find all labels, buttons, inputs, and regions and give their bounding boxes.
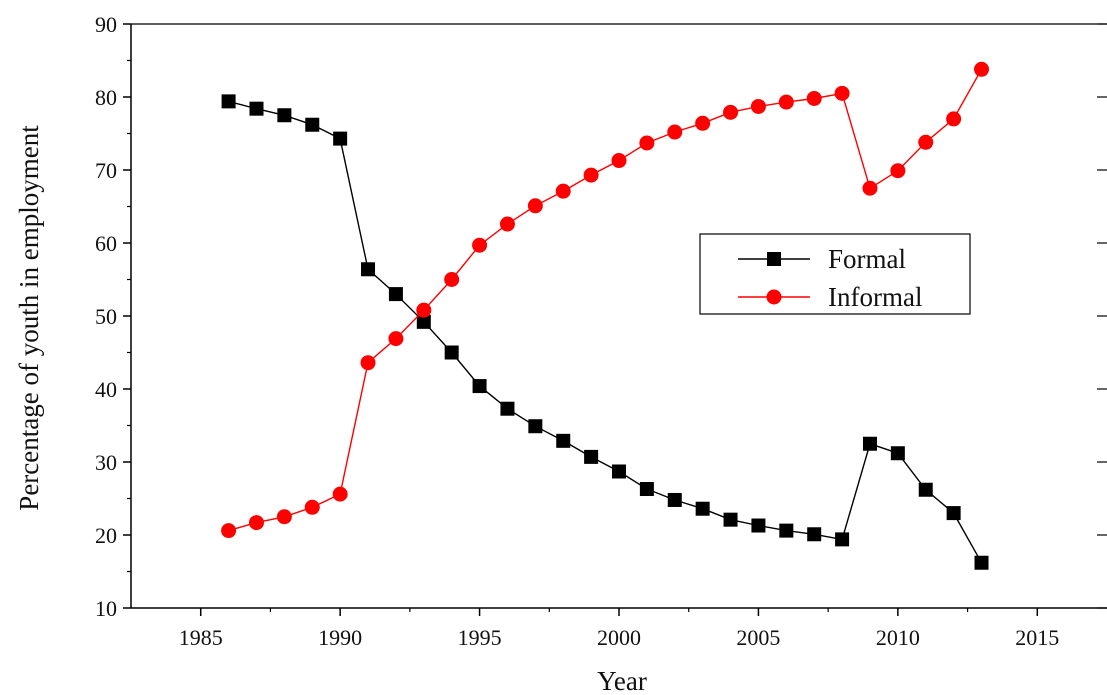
data-point-informal [555, 183, 571, 199]
data-point-informal [974, 61, 990, 77]
data-point-informal [778, 94, 794, 110]
data-point-formal [388, 287, 403, 302]
data-point-formal [584, 449, 599, 464]
data-point-informal [639, 135, 655, 151]
legend-box [699, 233, 971, 315]
series-layer [221, 61, 990, 570]
data-point-formal [249, 101, 264, 116]
data-point-informal [750, 98, 766, 114]
data-point-formal [639, 482, 654, 497]
data-point-formal [612, 464, 626, 479]
data-point-informal [360, 355, 376, 371]
legend: Formal Informal [699, 233, 971, 315]
data-point-informal [221, 523, 237, 539]
y-tick-label: 20 [95, 523, 117, 548]
data-point-informal [946, 111, 962, 127]
data-point-formal [835, 532, 850, 547]
data-point-informal [248, 515, 264, 531]
axes: 10 20 30 40 50 60 70 80 90 1985 1990 1995 2000 2005 20… [95, 12, 1107, 650]
data-point-formal [946, 506, 961, 521]
data-point-formal [528, 419, 543, 434]
legend-label-informal: Informal [828, 282, 922, 312]
y-axis-title: Percentage of youth in employment [14, 125, 44, 511]
data-point-informal [332, 486, 348, 502]
data-point-formal [305, 117, 320, 132]
data-point-formal [472, 379, 487, 394]
data-point-informal [918, 134, 934, 150]
data-point-informal [416, 302, 432, 318]
data-point-formal [918, 482, 933, 497]
x-tick-label: 2000 [597, 625, 641, 650]
data-point-formal [751, 518, 766, 533]
data-point-formal [556, 433, 571, 448]
data-point-informal [583, 167, 599, 183]
legend-marker-informal [766, 289, 782, 305]
x-tick-label: 1985 [179, 625, 223, 650]
x-tick-label: 2005 [736, 625, 780, 650]
data-point-informal [834, 85, 850, 101]
y-tick-label: 50 [95, 304, 117, 329]
data-point-informal [276, 509, 292, 525]
legend-label-formal: Formal [828, 244, 906, 274]
data-point-formal [890, 446, 905, 461]
y-tick-label: 90 [95, 12, 117, 37]
data-point-informal [444, 272, 460, 287]
data-point-informal [723, 104, 739, 120]
x-tick-label: 2010 [876, 625, 920, 650]
data-point-formal [862, 436, 877, 451]
data-point-formal [333, 131, 348, 146]
series-line-informal [228, 68, 983, 532]
y-tick-label: 10 [95, 596, 117, 621]
data-point-informal [388, 331, 404, 347]
data-point-formal [723, 512, 738, 527]
series-line-formal [228, 100, 983, 564]
data-point-informal [695, 115, 711, 131]
x-tick-label: 1995 [458, 625, 502, 650]
data-point-formal [277, 108, 292, 123]
legend-marker-formal [767, 252, 781, 266]
data-point-formal [444, 345, 459, 360]
data-point-formal [221, 94, 236, 109]
x-tick-label: 2015 [1015, 625, 1059, 650]
data-point-informal [611, 153, 627, 169]
data-point-formal [779, 523, 794, 538]
data-point-formal [500, 401, 515, 416]
data-point-formal [807, 527, 822, 542]
y-tick-label: 30 [95, 450, 117, 475]
data-point-informal [862, 180, 878, 196]
data-point-formal [667, 492, 682, 507]
data-point-formal [974, 555, 989, 570]
data-point-informal [527, 198, 543, 214]
data-point-formal [361, 262, 376, 277]
y-tick-label: 40 [95, 377, 117, 402]
data-point-informal [806, 90, 822, 106]
x-axis-title: Year [597, 666, 647, 695]
data-point-formal [695, 501, 710, 516]
data-point-informal [472, 237, 488, 253]
y-tick-label: 60 [95, 231, 117, 256]
y-tick-label: 70 [95, 158, 117, 183]
data-point-informal [667, 124, 683, 140]
y-tick-label: 80 [95, 85, 117, 110]
data-point-informal [499, 216, 515, 232]
data-point-informal [890, 163, 906, 179]
data-point-informal [304, 499, 320, 515]
data-point-formal [416, 314, 431, 329]
x-tick-label: 1990 [318, 625, 362, 650]
